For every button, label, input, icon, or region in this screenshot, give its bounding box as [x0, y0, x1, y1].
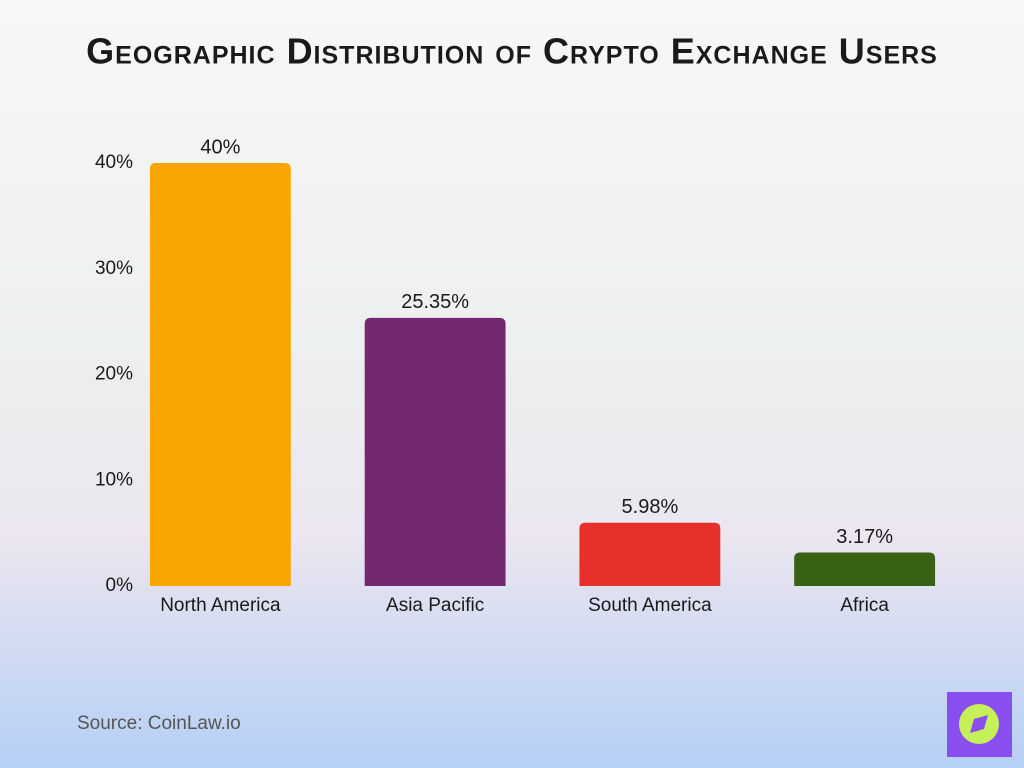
bar — [364, 317, 506, 586]
x-tick-label: North America — [160, 595, 281, 616]
value-label: 25.35% — [401, 291, 469, 313]
bar — [579, 522, 721, 586]
source: Source: CoinLaw.io — [77, 713, 241, 734]
x-tick-label: South America — [588, 595, 712, 616]
chart-title: Geographic Distribution of Crypto Exchan… — [86, 31, 938, 72]
logo-needle — [970, 715, 988, 733]
x-tick-label: Africa — [840, 595, 889, 616]
bar — [149, 163, 291, 586]
y-tick-label: 20% — [95, 364, 133, 385]
y-tick-label: 10% — [95, 469, 133, 490]
y-tick-label: 30% — [95, 258, 133, 279]
value-label: 40% — [200, 136, 240, 158]
value-label: 5.98% — [622, 496, 679, 518]
y-tick-label: 0% — [106, 575, 134, 596]
bar — [794, 552, 936, 586]
y-tick-label: 40% — [95, 152, 133, 173]
x-tick-label: Asia Pacific — [386, 595, 484, 616]
value-label: 3.17% — [836, 526, 893, 548]
logo — [947, 692, 1012, 757]
